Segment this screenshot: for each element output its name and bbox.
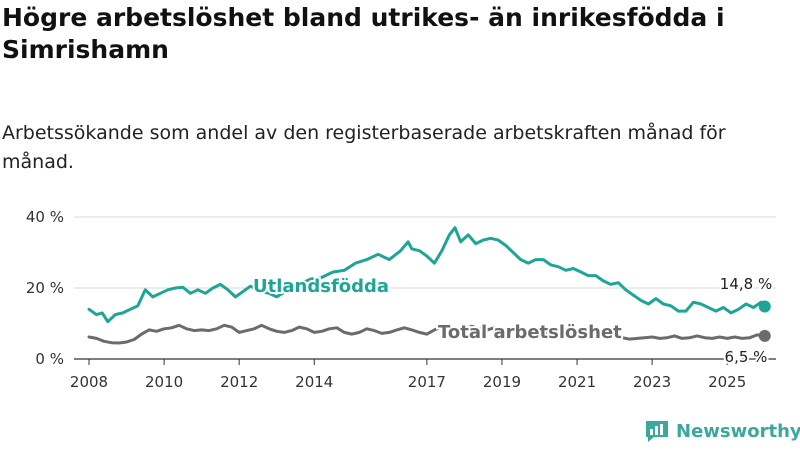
brand-name: Newsworthy (676, 420, 800, 442)
x-tick-label: 2014 (295, 373, 333, 391)
y-tick-label: 40 % (26, 208, 64, 226)
series-line-0 (87, 226, 767, 324)
y-axis-ticks: 0 % 20 % 40 % (26, 208, 64, 368)
y-tick-label: 0 % (35, 350, 64, 368)
x-axis-ticks: 2008 2010 2012 2014 2017 2019 2021 2023 2025 (70, 359, 746, 391)
series-end-point-1 (758, 329, 771, 342)
series-name-label-1: Total arbetslöshet (438, 322, 622, 343)
series-labels: Utlandsfödda Total arbetslöshet 14,8 % 6,5 … (251, 273, 774, 368)
series-end-value-label-0: 14,8 % (720, 275, 772, 293)
newsworthy-brand: Newsworthy (644, 419, 800, 443)
series-line-1 (87, 323, 767, 345)
chart-subtitle: Arbetssökande som andel av den registerb… (2, 122, 726, 173)
x-tick-label: 2019 (483, 373, 521, 391)
x-tick-label: 2008 (70, 373, 108, 391)
x-tick-label: 2023 (633, 373, 671, 391)
series-end-value-label-1: 6,5 % (725, 348, 768, 366)
x-tick-label: 2025 (708, 373, 746, 391)
series-name-label-0: Utlandsfödda (253, 276, 389, 297)
x-tick-label: 2017 (408, 373, 446, 391)
series-end-point-0 (758, 300, 771, 313)
x-tick-label: 2010 (145, 373, 183, 391)
bar-chart-logo-icon (646, 421, 668, 442)
grid-lines (74, 216, 776, 360)
x-tick-label: 2012 (220, 373, 258, 391)
y-tick-label: 20 % (26, 279, 64, 297)
chart-title: Högre arbetslöshet bland utrikes- än inr… (2, 3, 725, 64)
x-tick-label: 2021 (558, 373, 596, 391)
series-lines (87, 226, 771, 345)
